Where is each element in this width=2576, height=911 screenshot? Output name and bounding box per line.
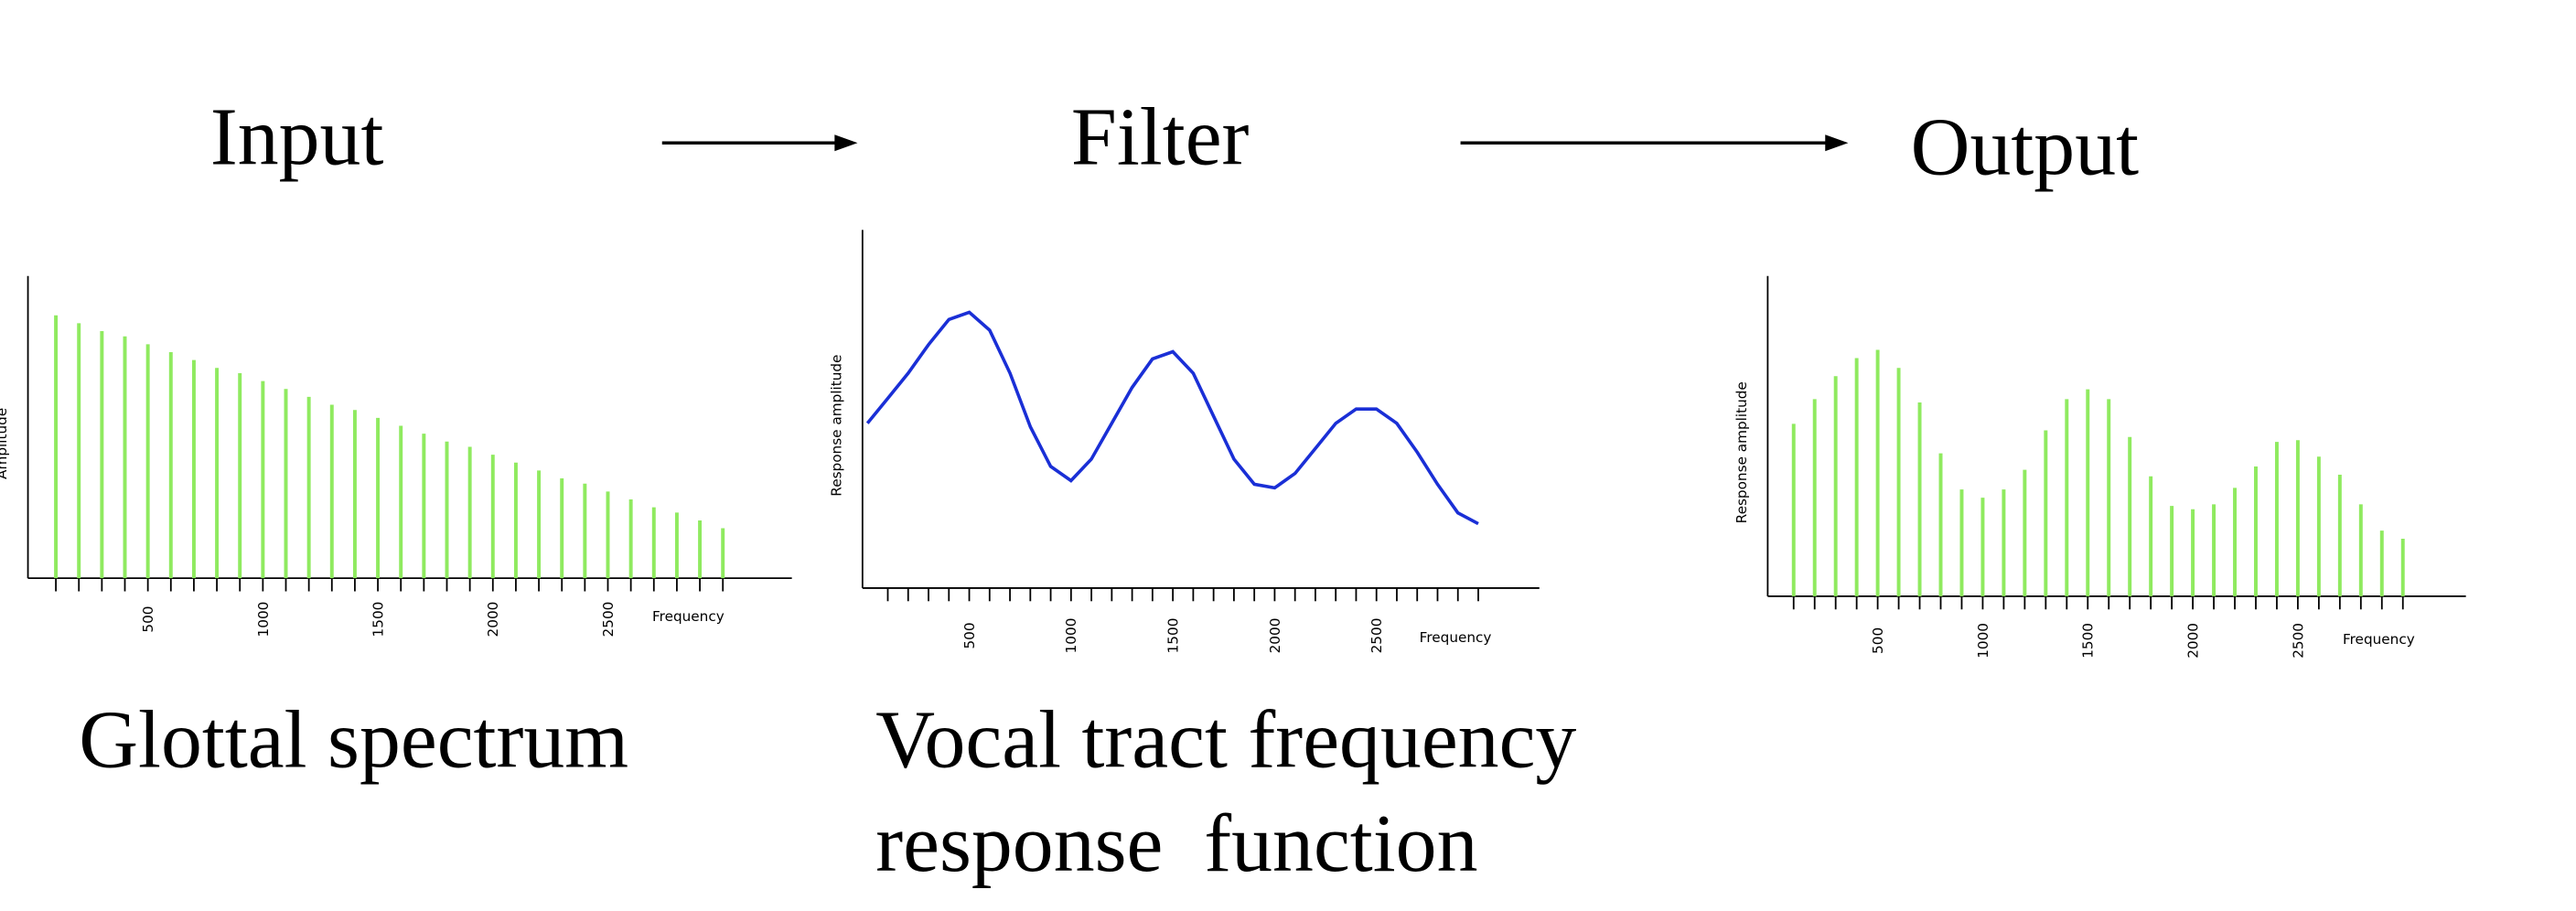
glottal-caption: Glottal spectrum <box>79 695 628 786</box>
filter-caption: response function <box>875 798 1477 889</box>
y-axis-label: Amplitude <box>0 408 10 479</box>
x-tick-label: 2500 <box>1368 618 1385 654</box>
x-axis-label: Frequency <box>1420 629 1492 646</box>
x-tick-label: 2000 <box>2184 623 2201 659</box>
filter-label: Filter <box>1071 92 1250 183</box>
output-label: Output <box>1911 102 2139 192</box>
x-axis-label: Frequency <box>2343 631 2415 648</box>
response-line <box>865 310 1479 526</box>
filter-caption: Vocal tract frequency <box>875 695 1576 786</box>
x-tick-label: 2500 <box>2290 623 2306 659</box>
x-tick-label: 2000 <box>485 602 501 638</box>
arrow-head <box>1825 134 1849 152</box>
x-axis-label: Frequency <box>652 608 724 625</box>
x-tick-label: 1000 <box>1975 623 1991 659</box>
x-tick-label: 1500 <box>1165 618 1182 654</box>
x-tick-label: 1000 <box>255 602 272 638</box>
x-tick-label: 1000 <box>1063 618 1079 654</box>
y-axis-label: Response amplitude <box>829 355 845 497</box>
arrow-head <box>834 134 858 152</box>
x-tick-label: 1500 <box>2080 623 2097 659</box>
x-tick-label: 500 <box>1870 627 1886 654</box>
y-axis-label: Response amplitude <box>1733 381 1750 523</box>
x-tick-label: 2000 <box>1267 618 1283 654</box>
x-tick-label: 500 <box>140 606 156 632</box>
input-label: Input <box>210 92 384 183</box>
x-tick-label: 2500 <box>600 602 617 638</box>
x-tick-label: 1500 <box>370 602 386 638</box>
x-tick-label: 500 <box>961 622 978 648</box>
